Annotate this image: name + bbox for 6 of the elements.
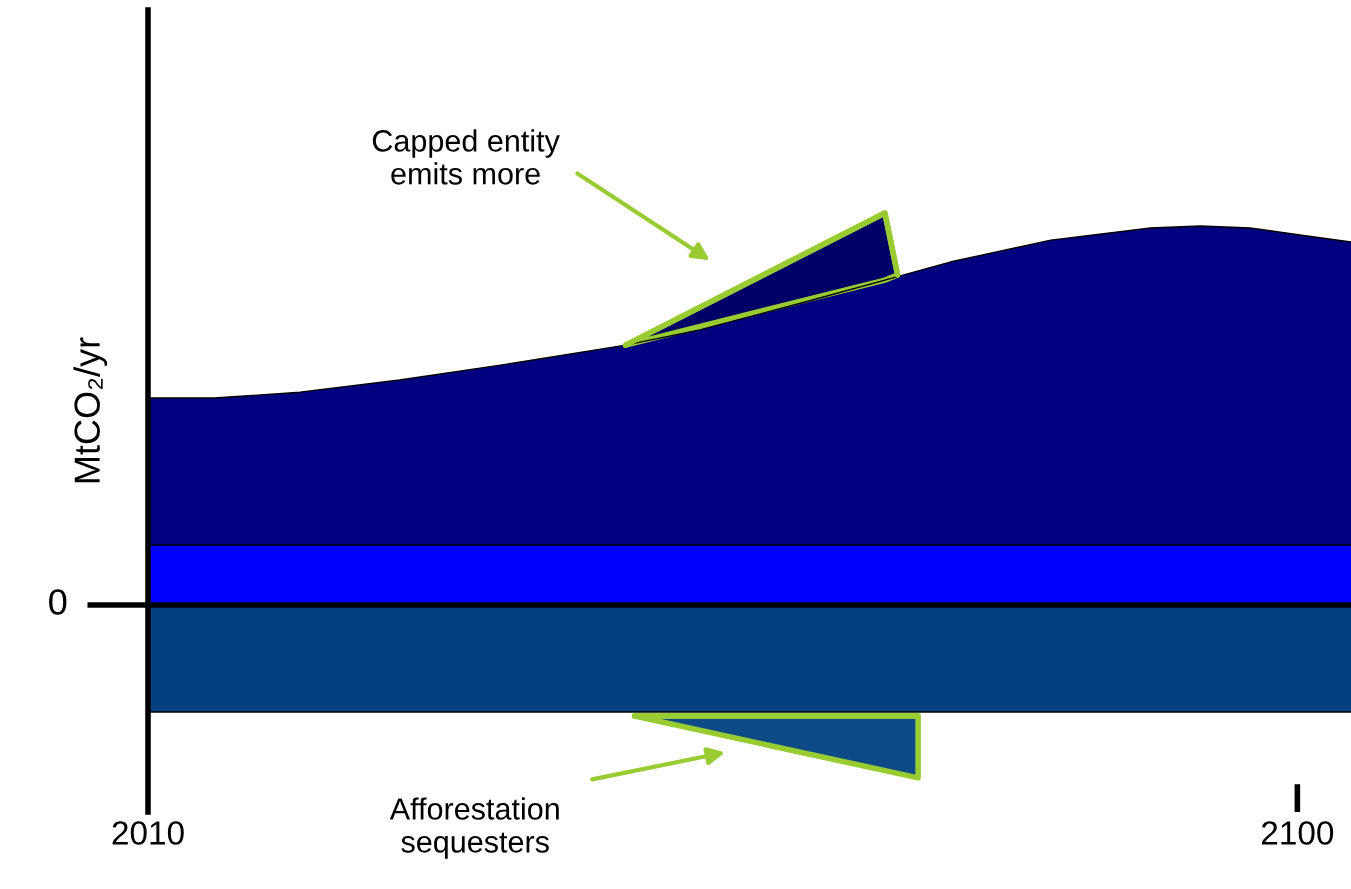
- ref-line-label: 0: [49, 589, 67, 615]
- text: Capped entity emits more: [372, 129, 560, 185]
- text: Afforestation sequesters: [389, 797, 559, 859]
- y-axis-title: MtCO₂/yr: [73, 337, 108, 483]
- x-tick-label: 2100: [1261, 821, 1334, 845]
- x-tick-label: 2010: [112, 821, 184, 845]
